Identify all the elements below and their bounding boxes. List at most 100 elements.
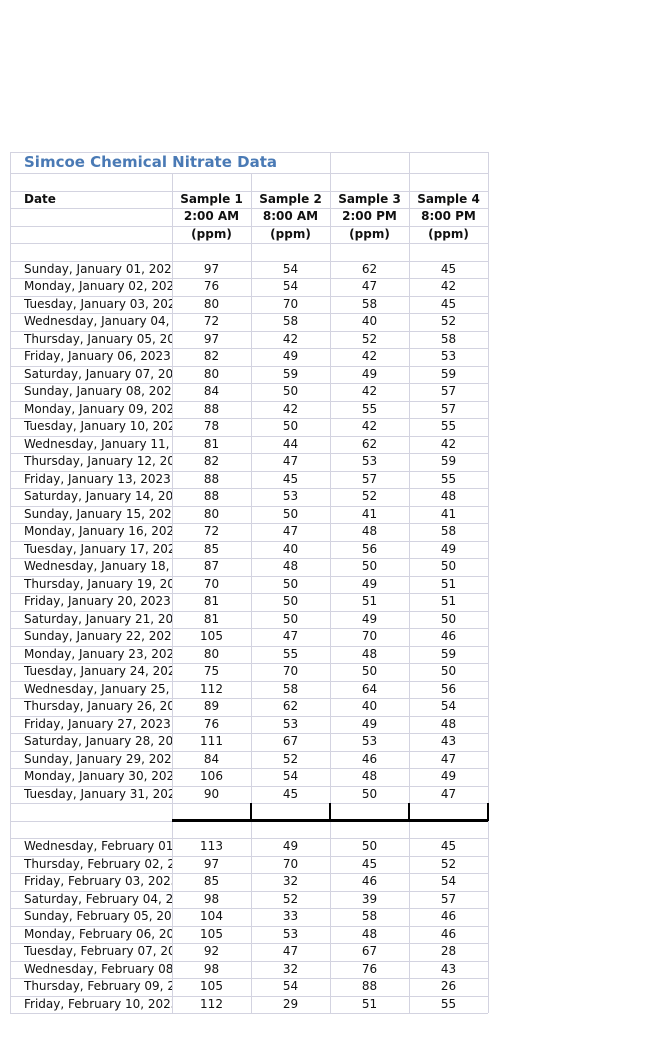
grid-line <box>10 313 488 314</box>
value-cell: 98 <box>203 891 220 906</box>
value-cell: 42 <box>282 331 299 346</box>
date-cell: Thursday, January 26, 2023 <box>24 699 172 713</box>
grid-line <box>10 453 488 454</box>
grid-line <box>10 663 488 664</box>
sheet-title: Simcoe Chemical Nitrate Data <box>24 153 277 171</box>
value-cell: 54 <box>282 769 299 783</box>
value-cell: 42 <box>440 436 457 451</box>
value-cell: 50 <box>282 419 299 433</box>
header-time: 2:00 AM <box>183 209 240 223</box>
value-cell: 111 <box>200 734 223 748</box>
grid-line <box>10 995 488 997</box>
header-unit: (ppm) <box>428 226 469 241</box>
grid-line <box>10 523 488 524</box>
value-cell: 45 <box>282 786 299 801</box>
value-cell: 106 <box>200 769 223 783</box>
separator <box>408 803 410 821</box>
value-cell: 54 <box>440 874 457 888</box>
value-cell: 28 <box>440 944 457 958</box>
value-cell: 57 <box>361 471 378 486</box>
value-cell: 48 <box>361 646 378 661</box>
value-cell: 47 <box>361 279 378 293</box>
value-cell: 56 <box>361 541 378 556</box>
value-cell: 67 <box>361 944 378 958</box>
grid-line <box>10 418 488 419</box>
value-cell: 53 <box>361 454 378 468</box>
value-cell: 46 <box>440 926 457 941</box>
value-cell: 53 <box>440 349 457 363</box>
grid-line <box>10 593 488 594</box>
value-cell: 47 <box>440 786 457 801</box>
header-time: 8:00 AM <box>262 209 319 223</box>
value-cell: 50 <box>361 664 378 678</box>
value-cell: 32 <box>282 961 299 976</box>
date-cell: Wednesday, January 04, 2023 <box>24 314 172 328</box>
value-cell: 80 <box>203 366 220 381</box>
grid-line <box>10 260 488 262</box>
value-cell: 70 <box>282 856 299 871</box>
grid-line <box>10 190 488 192</box>
grid-line <box>10 435 488 437</box>
grid-line <box>10 365 488 367</box>
grid-line <box>10 925 488 927</box>
value-cell: 54 <box>282 279 299 293</box>
value-cell: 113 <box>200 839 223 853</box>
value-cell: 41 <box>361 506 378 521</box>
value-cell: 75 <box>203 664 220 678</box>
value-cell: 40 <box>361 314 378 328</box>
grid-line <box>10 628 488 629</box>
header-name: Sample 1 <box>180 191 243 206</box>
value-cell: 62 <box>361 261 378 276</box>
grid-line <box>10 383 488 384</box>
value-cell: 47 <box>282 524 299 538</box>
value-cell: 42 <box>282 401 299 416</box>
date-cell: Wednesday, February 01, 2023 <box>24 839 172 853</box>
date-cell: Wednesday, January 25, 2023 <box>24 681 172 696</box>
value-cell: 52 <box>361 331 378 346</box>
date-cell: Thursday, February 02, 2023 <box>24 856 172 871</box>
value-cell: 50 <box>282 594 299 608</box>
value-cell: 49 <box>282 839 299 853</box>
value-cell: 55 <box>282 646 299 661</box>
value-cell: 42 <box>361 384 378 398</box>
date-cell: Tuesday, January 03, 2023 <box>24 296 172 311</box>
value-cell: 84 <box>203 384 220 398</box>
value-cell: 56 <box>440 681 457 696</box>
separator <box>487 803 489 821</box>
value-cell: 58 <box>440 331 457 346</box>
date-cell: Tuesday, January 24, 2023 <box>24 664 172 678</box>
date-cell: Friday, January 20, 2023 <box>24 594 171 608</box>
value-cell: 64 <box>361 681 378 696</box>
value-cell: 45 <box>440 839 457 853</box>
value-cell: 50 <box>440 664 457 678</box>
value-cell: 76 <box>203 279 220 293</box>
date-cell: Friday, January 06, 2023 <box>24 349 171 363</box>
value-cell: 52 <box>282 891 299 906</box>
value-cell: 42 <box>361 349 378 363</box>
grid-line <box>488 152 489 1013</box>
value-cell: 59 <box>282 366 299 381</box>
grid-line <box>10 243 488 244</box>
header-time: 8:00 PM <box>421 209 476 223</box>
date-cell: Friday, January 13, 2023 <box>24 471 171 486</box>
value-cell: 52 <box>361 489 378 503</box>
header-name: Sample 4 <box>417 191 480 206</box>
date-cell: Tuesday, January 10, 2023 <box>24 419 172 433</box>
value-cell: 76 <box>361 961 378 976</box>
value-cell: 26 <box>440 979 457 993</box>
grid-line <box>10 505 488 507</box>
grid-line <box>10 173 488 174</box>
separator <box>329 803 331 821</box>
value-cell: 59 <box>440 646 457 661</box>
grid-line <box>10 943 488 944</box>
value-cell: 49 <box>440 769 457 783</box>
grid-line <box>10 330 488 332</box>
value-cell: 45 <box>282 471 299 486</box>
value-cell: 52 <box>440 856 457 871</box>
value-cell: 43 <box>440 734 457 748</box>
value-cell: 67 <box>282 734 299 748</box>
grid-line <box>10 400 488 402</box>
value-cell: 49 <box>361 366 378 381</box>
value-cell: 55 <box>440 471 457 486</box>
value-cell: 81 <box>203 436 220 451</box>
